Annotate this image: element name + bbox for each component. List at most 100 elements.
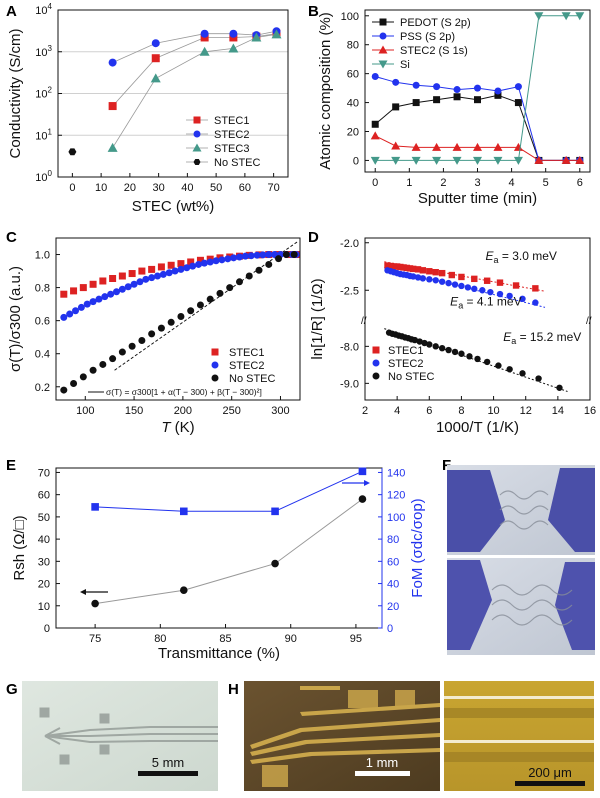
data-point bbox=[513, 156, 523, 165]
legend-label: STEC1 bbox=[214, 115, 249, 127]
data-point bbox=[438, 269, 446, 277]
fit-equation: σ(T) = σ300[1 + α(T − 300) + β(T − 300)²… bbox=[106, 387, 262, 397]
data-point bbox=[403, 264, 410, 272]
legend-label: No STEC bbox=[388, 371, 435, 383]
y-axis-label-left: Rsh (Ω/□) bbox=[11, 515, 28, 580]
x-tick-label: 85 bbox=[219, 633, 231, 645]
data-point bbox=[91, 503, 99, 511]
data-point bbox=[575, 12, 585, 21]
data-point bbox=[453, 86, 461, 94]
data-point bbox=[66, 310, 74, 318]
y-tick-label-right: 120 bbox=[387, 490, 405, 502]
y-axis-label: ln[1/R] (1/Ω) bbox=[309, 278, 326, 359]
data-point bbox=[251, 32, 262, 42]
data-point bbox=[218, 256, 226, 264]
plot-frame-e bbox=[55, 467, 383, 629]
data-point bbox=[452, 156, 462, 165]
x-tick-label: 150 bbox=[125, 405, 143, 417]
data-point bbox=[506, 366, 513, 373]
panel-label-f: F bbox=[442, 457, 451, 474]
data-point bbox=[432, 343, 439, 350]
y-tick-label: 40 bbox=[38, 534, 50, 546]
data-point bbox=[464, 284, 472, 291]
y-tick-label-right: 140 bbox=[387, 467, 405, 479]
data-point bbox=[109, 275, 117, 282]
legend-label: PSS (S 2p) bbox=[400, 31, 455, 43]
data-point bbox=[451, 281, 459, 288]
right-axis-arrowhead bbox=[364, 480, 370, 486]
data-point bbox=[151, 39, 160, 48]
axis-break: // bbox=[586, 316, 592, 327]
y-tick-label: 0 bbox=[353, 155, 359, 167]
data-point bbox=[60, 313, 68, 321]
data-point bbox=[426, 341, 433, 348]
data-point bbox=[89, 298, 97, 306]
data-point bbox=[438, 278, 446, 285]
legend-label: STEC2 bbox=[214, 129, 249, 141]
data-point bbox=[265, 260, 273, 268]
series-line bbox=[95, 470, 363, 512]
y-tick-label: 80 bbox=[347, 40, 359, 52]
legend-label: STEC2 bbox=[229, 360, 264, 372]
data-point bbox=[426, 268, 433, 275]
data-point bbox=[107, 142, 118, 152]
data-point bbox=[371, 73, 379, 81]
data-point bbox=[60, 386, 68, 394]
y-tick-label-right: 60 bbox=[387, 556, 399, 568]
data-point bbox=[494, 91, 502, 99]
data-point bbox=[479, 287, 486, 294]
panel-label-c: C bbox=[6, 229, 17, 246]
y-tick-label-right: 0 bbox=[387, 623, 393, 635]
data-point bbox=[157, 324, 165, 332]
data-point bbox=[411, 156, 421, 165]
legend-label: No STEC bbox=[214, 157, 261, 169]
y-tick-label: 60 bbox=[38, 490, 50, 502]
data-point bbox=[519, 295, 526, 302]
panel-label-h: H bbox=[228, 681, 239, 698]
data-point bbox=[393, 263, 401, 270]
panel-label-g: G bbox=[6, 681, 18, 698]
data-point bbox=[108, 58, 117, 67]
data-point bbox=[265, 251, 273, 259]
data-point bbox=[414, 266, 422, 273]
data-point bbox=[392, 103, 400, 111]
panel-label-d: D bbox=[308, 229, 319, 246]
data-point bbox=[494, 87, 502, 95]
legend-label: STEC3 bbox=[214, 143, 249, 155]
data-point bbox=[138, 267, 146, 275]
data-point bbox=[187, 258, 195, 266]
data-point bbox=[421, 339, 428, 347]
legend-marker bbox=[211, 348, 219, 356]
data-point bbox=[391, 156, 401, 165]
data-point bbox=[179, 507, 188, 516]
data-point bbox=[150, 73, 161, 83]
chart-e: 75 80 85 90 95 0 10 20 30 40 50 60 70 0 20 40 60 80 100 120… bbox=[11, 467, 426, 662]
data-point bbox=[433, 96, 441, 104]
data-point bbox=[124, 283, 132, 291]
x-axis-label: 1000/T (1/K) bbox=[436, 419, 519, 436]
legend-marker bbox=[211, 361, 219, 369]
y-tick-label: 100 bbox=[341, 11, 359, 23]
chart-c: 100 150 200 250 300 0.2 0.4 0.6 0.8 1.0 T (K) σ(T)/… bbox=[7, 237, 301, 436]
y-tick-label: 100 bbox=[35, 169, 52, 184]
data-point bbox=[474, 355, 481, 363]
chart-a: 0 10 20 30 40 50 60 70 100 101 102 103 104 STEC (wt%)… bbox=[7, 2, 289, 215]
data-point bbox=[89, 280, 97, 288]
data-point bbox=[128, 342, 136, 350]
legend-label: STEC2 bbox=[388, 358, 423, 370]
data-point bbox=[271, 559, 279, 568]
data-point bbox=[245, 272, 253, 280]
data-point bbox=[226, 284, 234, 292]
data-point bbox=[83, 300, 91, 308]
data-point bbox=[448, 271, 455, 279]
y-tick-label: 10 bbox=[38, 601, 50, 613]
x-tick-label: 70 bbox=[268, 182, 280, 194]
legend-marker bbox=[372, 359, 380, 367]
data-point bbox=[194, 260, 202, 268]
data-point bbox=[206, 258, 214, 266]
data-point bbox=[473, 142, 482, 151]
x-tick-label: 4 bbox=[394, 405, 400, 417]
y-axis-label: σ(T)/σ300 (a.u.) bbox=[7, 266, 24, 372]
y-tick-label-right: 20 bbox=[387, 601, 399, 613]
